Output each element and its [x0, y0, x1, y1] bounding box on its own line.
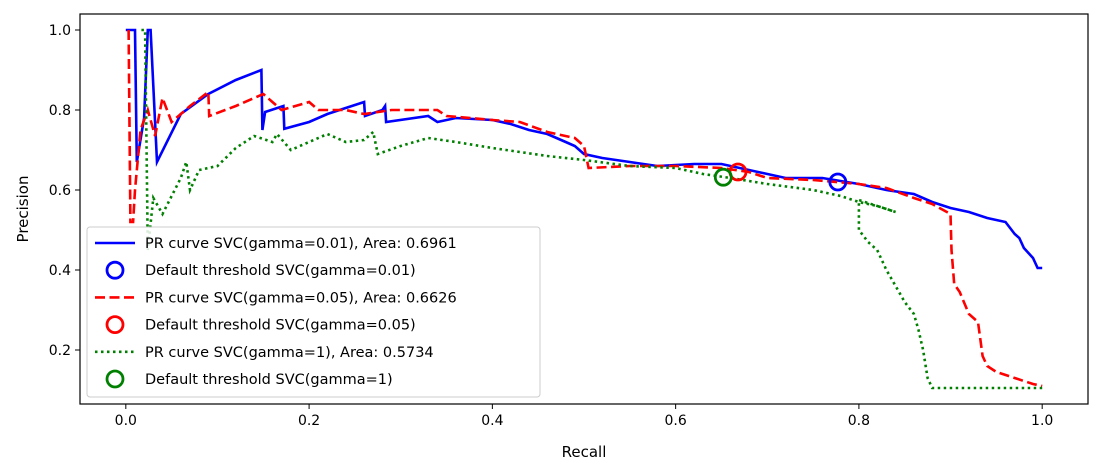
legend-entry-label: PR curve SVC(gamma=0.05), Area: 0.6626: [145, 290, 457, 306]
legend-swatch-marker: [105, 260, 125, 280]
x-tick-label: 0.2: [298, 413, 320, 429]
x-tick-label: 0.6: [665, 413, 687, 429]
threshold-marker-1: [828, 172, 848, 192]
y-tick-label: 0.8: [49, 103, 71, 119]
y-tick-label: 0.6: [49, 183, 71, 199]
series-group: [125, 28, 1043, 390]
y-tick-label: 0.2: [49, 343, 71, 359]
y-axis-ticks: 0.2 0.4 0.6 0.8 1.0: [49, 23, 80, 359]
series-line-0: [125, 28, 1043, 270]
legend-entry-label: PR curve SVC(gamma=1), Area: 0.5734: [145, 345, 434, 361]
legend-entry-label: Default threshold SVC(gamma=1): [145, 372, 393, 388]
series-line-2: [127, 29, 1043, 388]
x-axis-ticks: 0.0 0.2 0.4 0.6 0.8 1.0: [115, 404, 1053, 429]
legend: PR curve SVC(gamma=0.01), Area: 0.6961 De…: [86, 226, 541, 398]
legend-swatch-marker: [105, 369, 125, 389]
x-tick-label: 0.0: [115, 413, 137, 429]
y-tick-label: 0.4: [49, 263, 71, 279]
legend-entry-label: PR curve SVC(gamma=0.01), Area: 0.6961: [145, 236, 457, 252]
x-axis-label: Recall: [562, 443, 607, 461]
x-tick-label: 1.0: [1031, 413, 1053, 429]
series-line-4: [141, 28, 1043, 390]
legend-box: [86, 226, 541, 398]
legend-entry-label: Default threshold SVC(gamma=0.01): [145, 263, 416, 279]
x-tick-label: 0.8: [848, 413, 870, 429]
y-tick-label: 1.0: [49, 23, 71, 39]
y-axis-label: Precision: [14, 176, 32, 243]
axes-frame: [79, 13, 1089, 405]
threshold-marker-5: [713, 167, 733, 187]
plot-area: [125, 28, 1043, 390]
legend-swatch-marker: [105, 315, 125, 335]
x-tick-label: 0.4: [481, 413, 503, 429]
legend-entry-label: Default threshold SVC(gamma=0.05): [145, 318, 416, 334]
